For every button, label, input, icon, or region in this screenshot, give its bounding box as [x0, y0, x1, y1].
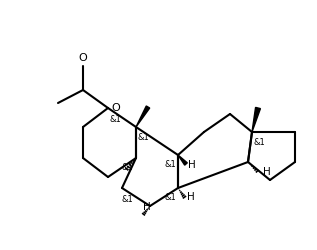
- Text: O: O: [111, 103, 120, 113]
- Text: &1: &1: [121, 195, 133, 204]
- Text: &1: &1: [121, 163, 133, 172]
- Text: H: H: [188, 160, 196, 170]
- Text: H: H: [187, 192, 195, 202]
- Polygon shape: [178, 155, 187, 165]
- Text: H: H: [263, 167, 271, 177]
- Text: &1: &1: [138, 133, 150, 142]
- Text: &1: &1: [164, 193, 176, 202]
- Text: &1: &1: [254, 138, 266, 147]
- Text: O: O: [79, 53, 87, 63]
- Text: &1: &1: [110, 115, 122, 124]
- Polygon shape: [136, 106, 150, 127]
- Polygon shape: [252, 108, 261, 132]
- Text: &1: &1: [164, 160, 176, 169]
- Text: H: H: [143, 202, 151, 212]
